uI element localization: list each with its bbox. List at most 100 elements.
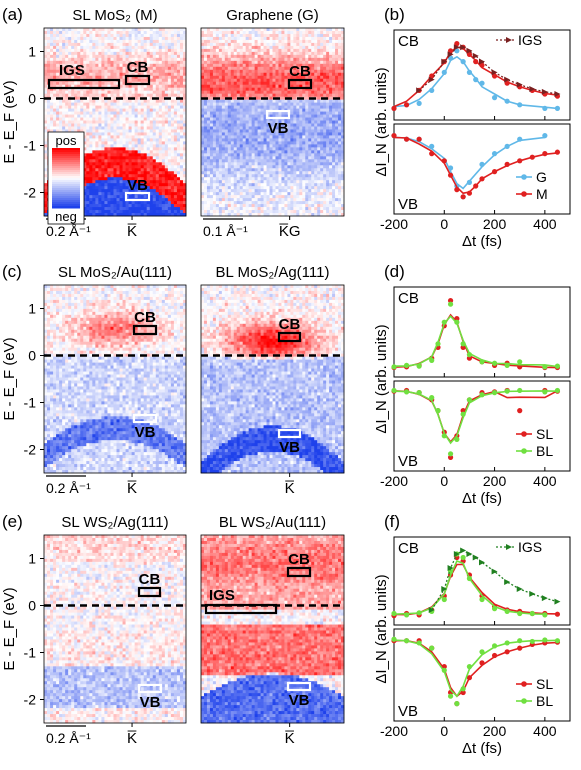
dyn-panel-frame: [393, 380, 571, 472]
fit-curve-sl: [393, 313, 558, 369]
colorbar-step: [52, 188, 80, 191]
scale-bar-label: 0.2 Å⁻¹: [46, 730, 91, 746]
map-frame: [200, 27, 345, 217]
igs-point: [441, 58, 448, 65]
data-point-bl: [460, 411, 466, 417]
igs-point: [460, 44, 467, 51]
x-axis-label: Δt (fs): [462, 740, 502, 757]
fit-curve-bl: [393, 559, 545, 615]
data-point-bl: [416, 610, 422, 616]
data-point-m: [429, 151, 435, 157]
igs-point: [504, 579, 511, 585]
vb-label: VB: [268, 120, 289, 137]
vb-panel-label: VB: [398, 703, 418, 720]
legend-marker: [521, 698, 527, 704]
dyn-panel-frame: [393, 536, 571, 626]
legend-label: SL: [536, 426, 553, 442]
data-point-sl: [460, 344, 466, 350]
colorbar-step: [52, 192, 80, 195]
data-point-bl: [391, 636, 397, 642]
igs-label: IGS: [209, 587, 235, 604]
colorbar-step: [52, 172, 80, 175]
colorbar-step: [52, 160, 80, 163]
map-title: SL MoS₂/Au(111): [58, 264, 172, 281]
data-point-m: [447, 172, 454, 178]
data-point-bl: [466, 352, 473, 358]
data-point-m: [429, 73, 435, 79]
data-point-bl: [403, 362, 410, 368]
data-point-m: [416, 136, 422, 142]
igs-point: [491, 568, 498, 575]
data-point-m: [504, 161, 510, 167]
data-point-sl: [517, 645, 523, 651]
data-point-bl: [466, 664, 473, 670]
data-point-g: [491, 151, 498, 157]
dyn-panel-frame: [393, 123, 571, 215]
data-point-sl: [479, 660, 485, 666]
data-point-bl: [454, 701, 460, 707]
fit-curve-sl: [394, 639, 558, 698]
k-point-label: K̅: [285, 730, 295, 747]
data-point-g: [504, 143, 510, 149]
igs-point: [529, 590, 536, 597]
data-point-bl: [479, 596, 485, 603]
igs-point: [504, 76, 511, 83]
vb-label: VB: [135, 424, 156, 441]
colorbar-step: [52, 182, 80, 185]
data-point-g: [479, 161, 485, 167]
y-axis-label: E - E_F (eV): [1, 587, 18, 670]
data-point-bl: [429, 357, 435, 363]
colorbar-step: [52, 178, 80, 181]
map-frame: [200, 534, 345, 724]
x-tick-label: 200: [483, 216, 507, 232]
map-title: SL WS₂/Ag(111): [61, 514, 168, 531]
data-point-m: [454, 187, 460, 193]
igs-curve: [418, 46, 558, 95]
dynamics-chart: CB VB -200 0 200 400 Δt (fs) ΔI_N (arb. units) S…: [373, 286, 571, 507]
map-frame: [43, 27, 187, 217]
data-point-g: [473, 77, 479, 83]
igs-point: [466, 47, 473, 54]
data-point-sl: [447, 454, 454, 460]
data-point-bl: [403, 389, 410, 395]
data-point-bl: [491, 606, 498, 612]
data-point-bl: [429, 645, 435, 651]
data-point-m: [391, 133, 397, 139]
igs-point: [491, 69, 498, 76]
igs-point: [541, 88, 548, 95]
cb-box: [286, 566, 312, 578]
data-point-bl: [466, 397, 473, 403]
y-tick-label: -2: [24, 692, 37, 708]
data-point-bl: [460, 341, 466, 347]
data-point-bl: [517, 387, 523, 394]
x-tick-label: 0: [440, 216, 448, 232]
data-point-bl: [416, 390, 422, 396]
data-point-g: [554, 105, 561, 111]
data-point-g: [416, 100, 422, 106]
data-point-bl: [435, 341, 441, 347]
data-point-bl: [479, 392, 485, 398]
igs-point: [460, 547, 467, 554]
data-point-m: [454, 41, 460, 47]
data-point-bl: [447, 301, 454, 307]
map-row: (a) (b) SL MoS₂ (M) Graphene (G) 1 0 -1 -2 E - E…: [1, 5, 405, 240]
vb-box: [277, 428, 302, 439]
legend-marker: [521, 431, 527, 437]
colorbar-step: [52, 150, 80, 153]
colorbar-step: [52, 180, 80, 183]
data-point-m: [554, 149, 561, 155]
igs-point: [453, 44, 460, 51]
vb-box: [286, 681, 312, 692]
data-point-m: [403, 136, 410, 142]
colorbar-step: [52, 198, 80, 201]
data-point-bl: [441, 319, 447, 325]
data-point-bl: [391, 387, 397, 394]
igs-label: IGS: [59, 62, 85, 79]
igs-point: [554, 91, 561, 97]
vb-label: VB: [127, 177, 148, 194]
igs-point: [472, 554, 479, 561]
x-tick-label: 400: [533, 216, 557, 232]
y-tick-label: -2: [24, 185, 37, 201]
data-point-bl: [429, 395, 435, 401]
igs-point: [479, 559, 485, 566]
